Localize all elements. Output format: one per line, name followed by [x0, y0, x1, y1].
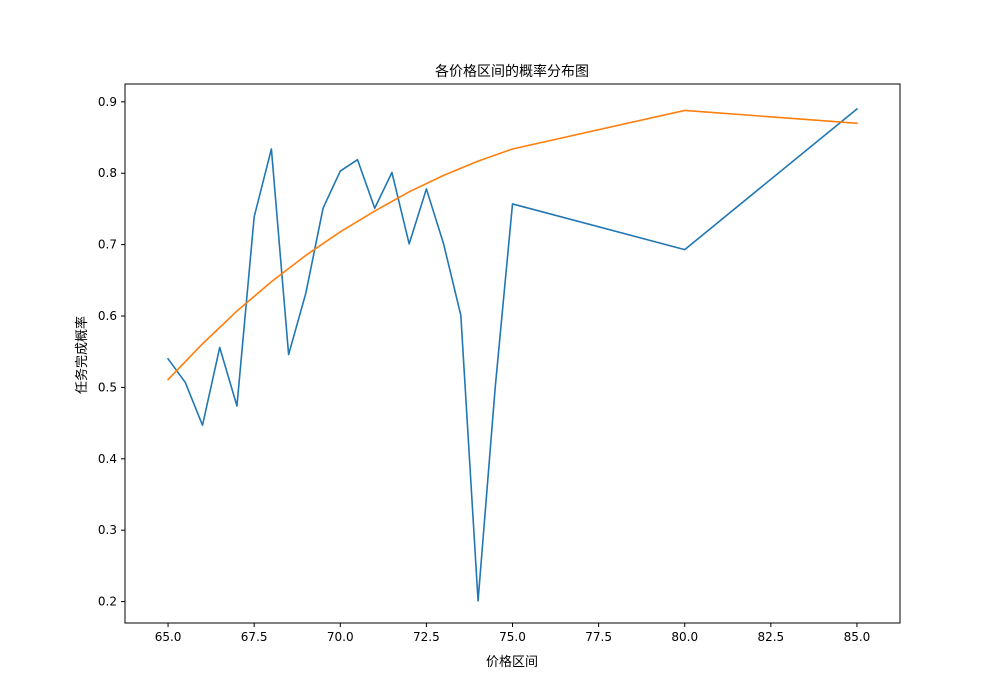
y-tick-label: 0.4 — [98, 452, 117, 466]
x-tick-label: 77.5 — [585, 630, 612, 644]
x-tick-label: 82.5 — [757, 630, 784, 644]
chart-title: 各价格区间的概率分布图 — [435, 63, 589, 80]
y-tick-label: 0.3 — [98, 523, 117, 537]
x-tick-label: 85.0 — [844, 630, 871, 644]
x-tick-label: 65.0 — [155, 630, 182, 644]
x-tick-label: 70.0 — [327, 630, 354, 644]
y-tick-label: 0.9 — [98, 95, 117, 109]
x-axis-title: 价格区间 — [486, 654, 538, 670]
series-line-1 — [166, 107, 859, 602]
series-line-2 — [166, 109, 858, 381]
plot-area: 65.0 67.5 70.0 72.5 75.0 77.5 80.0 82.5 85.0 0.2 0… — [98, 83, 901, 644]
x-tick-label: 75.0 — [499, 630, 526, 644]
x-tick-label: 72.5 — [413, 630, 440, 644]
x-tick-label: 67.5 — [241, 630, 268, 644]
y-tick-label: 0.5 — [98, 380, 117, 394]
y-tick-label: 0.6 — [98, 309, 117, 323]
y-tick-label: 0.8 — [98, 166, 117, 180]
y-tick-label: 0.7 — [98, 238, 117, 252]
y-axis-title: 任务完成概率 — [74, 316, 90, 394]
y-tick-label: 0.2 — [98, 595, 117, 609]
x-tick-label: 80.0 — [671, 630, 698, 644]
